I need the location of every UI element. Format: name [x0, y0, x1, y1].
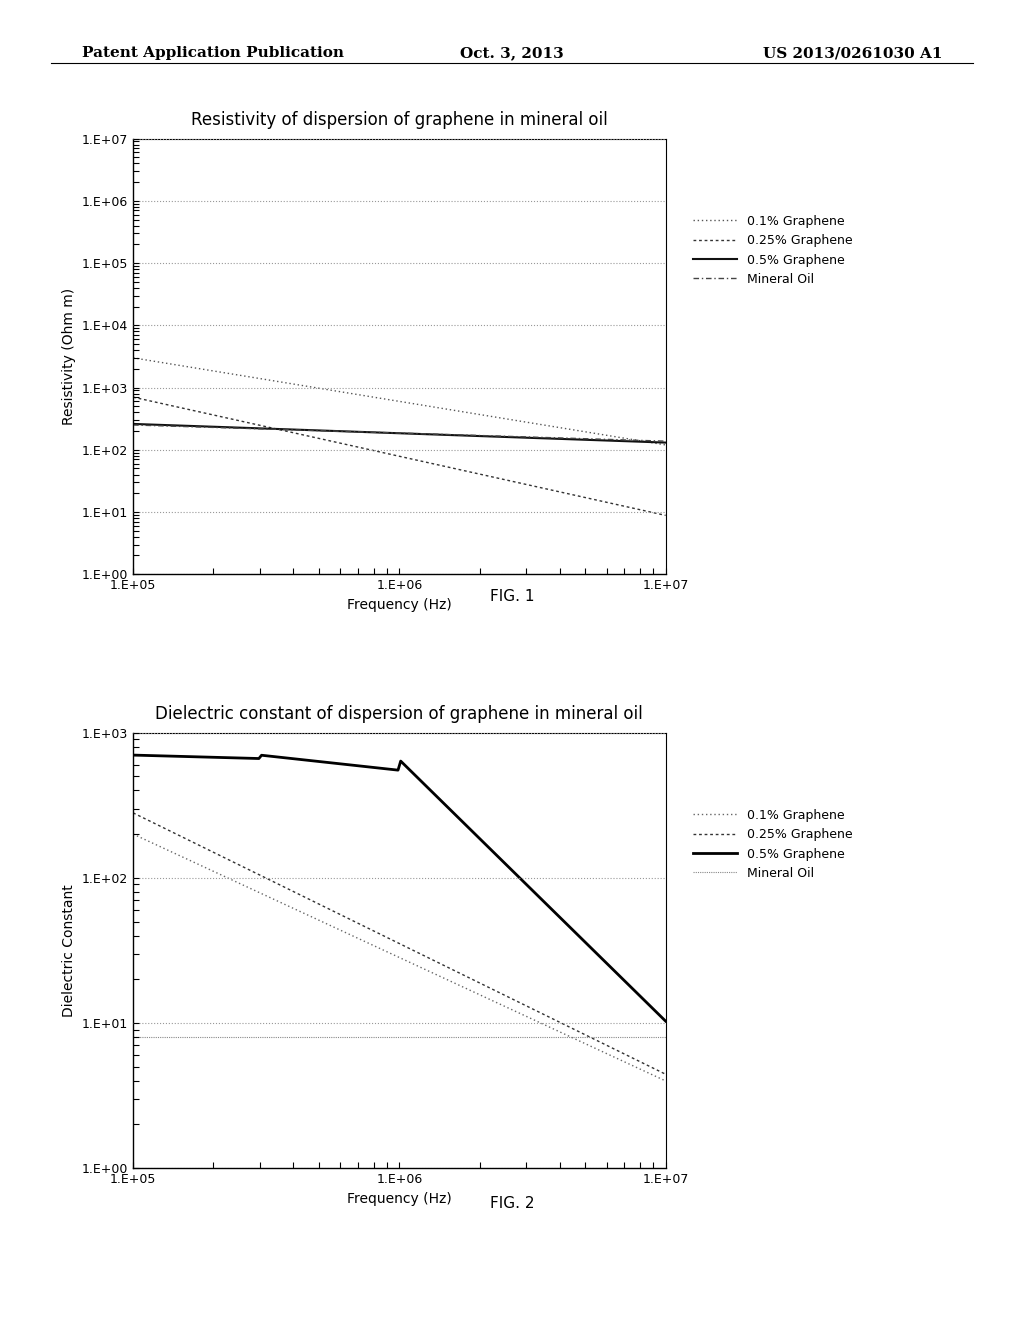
- X-axis label: Frequency (Hz): Frequency (Hz): [347, 1192, 452, 1205]
- Y-axis label: Resistivity (Ohm m): Resistivity (Ohm m): [62, 288, 77, 425]
- Legend: 0.1% Graphene, 0.25% Graphene, 0.5% Graphene, Mineral Oil: 0.1% Graphene, 0.25% Graphene, 0.5% Grap…: [688, 804, 857, 884]
- Title: Resistivity of dispersion of graphene in mineral oil: Resistivity of dispersion of graphene in…: [191, 111, 607, 129]
- Text: US 2013/0261030 A1: US 2013/0261030 A1: [763, 46, 942, 61]
- Y-axis label: Dielectric Constant: Dielectric Constant: [62, 884, 77, 1016]
- Text: FIG. 1: FIG. 1: [489, 589, 535, 603]
- Title: Dielectric constant of dispersion of graphene in mineral oil: Dielectric constant of dispersion of gra…: [156, 705, 643, 723]
- Legend: 0.1% Graphene, 0.25% Graphene, 0.5% Graphene, Mineral Oil: 0.1% Graphene, 0.25% Graphene, 0.5% Grap…: [688, 210, 857, 290]
- Text: FIG. 2: FIG. 2: [489, 1196, 535, 1210]
- Text: Oct. 3, 2013: Oct. 3, 2013: [460, 46, 564, 61]
- Text: Patent Application Publication: Patent Application Publication: [82, 46, 344, 61]
- X-axis label: Frequency (Hz): Frequency (Hz): [347, 598, 452, 611]
